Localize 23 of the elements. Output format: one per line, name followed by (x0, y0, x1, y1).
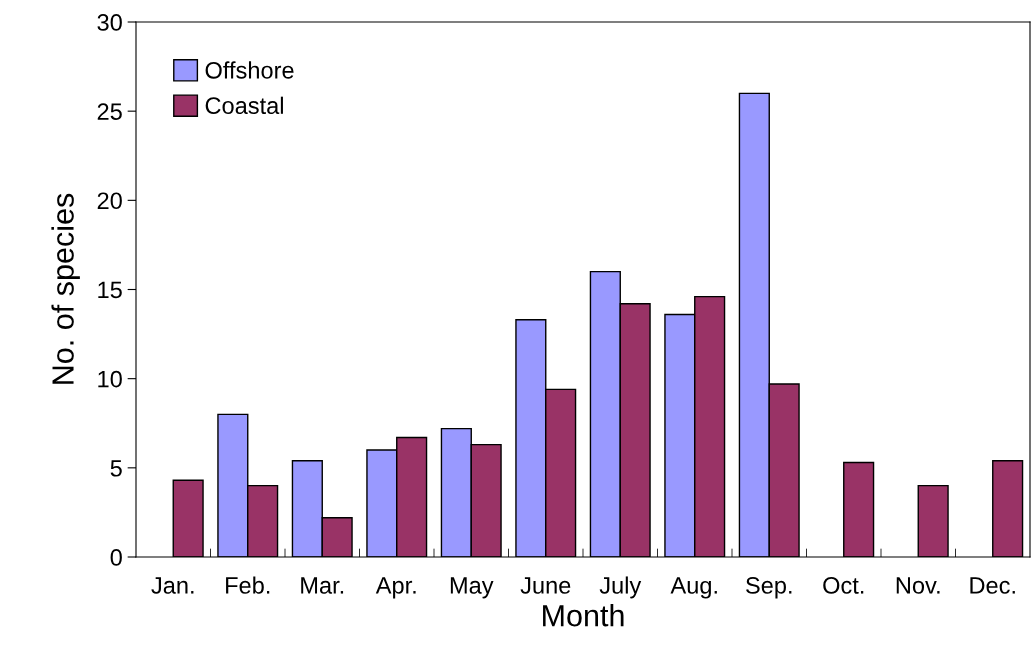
y-axis-title: No. of species (51, 193, 80, 384)
x-tick-label: Feb. (226, 576, 270, 594)
y-tick-label: 30 (97, 14, 122, 31)
y-tick-label: 5 (110, 460, 122, 477)
x-tick-label: Mar. (301, 577, 344, 594)
x-tick-label: Jan. (151, 577, 194, 594)
x-tick-label: Dec. (970, 577, 1015, 594)
y-tick-label: 10 (98, 370, 122, 388)
x-tick-label: Sep. (746, 577, 792, 599)
x-tick-label: July (599, 576, 642, 599)
x-tick-label: Aug. (670, 577, 717, 599)
y-tick-label: 25 (97, 103, 122, 120)
x-tick-label: Oct. (823, 577, 864, 594)
y-tick-label: 20 (97, 192, 122, 210)
x-tick-label: May (450, 577, 494, 599)
x-axis-title: Month (543, 604, 624, 627)
x-tick-label: Apr. (375, 577, 416, 599)
x-tick-label: Nov. (896, 577, 940, 594)
x-tick-label: June (520, 577, 571, 594)
y-tick-label: 0 (110, 549, 122, 566)
y-tick-label: 15 (98, 281, 122, 299)
legend-label: Coastal (205, 96, 283, 115)
legend-label: Offshore (205, 61, 294, 79)
